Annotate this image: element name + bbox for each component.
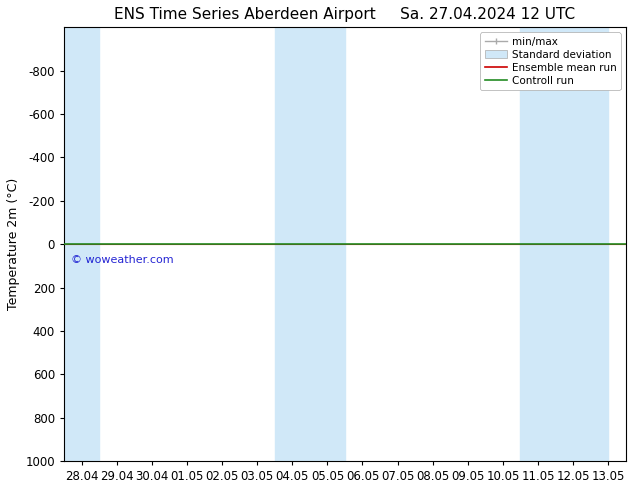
Bar bbox=[64, 27, 100, 461]
Text: © woweather.com: © woweather.com bbox=[71, 255, 174, 265]
Bar bbox=[521, 27, 608, 461]
Legend: min/max, Standard deviation, Ensemble mean run, Controll run: min/max, Standard deviation, Ensemble me… bbox=[481, 32, 621, 90]
Title: ENS Time Series Aberdeen Airport     Sa. 27.04.2024 12 UTC: ENS Time Series Aberdeen Airport Sa. 27.… bbox=[114, 7, 576, 22]
Bar bbox=[275, 27, 345, 461]
Y-axis label: Temperature 2m (°C): Temperature 2m (°C) bbox=[7, 178, 20, 310]
